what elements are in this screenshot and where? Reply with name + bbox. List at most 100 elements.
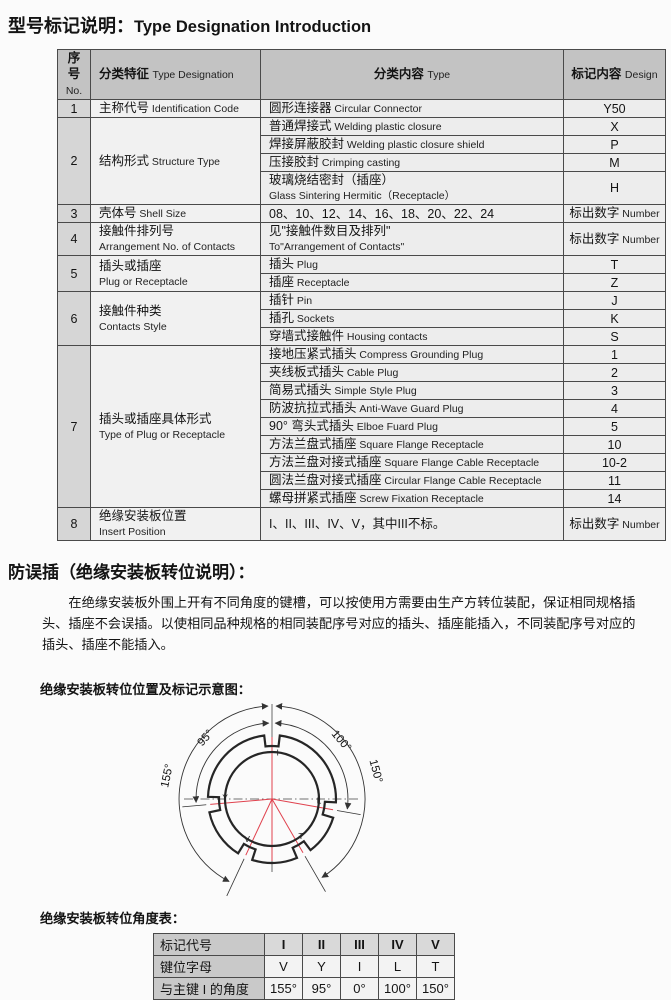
content-cell: 08、10、12、14、16、18、20、22、24 bbox=[260, 204, 564, 223]
content-cell: 圆法兰盘对接式插座 Circular Flange Cable Receptac… bbox=[260, 471, 564, 490]
angle-value-cell: V bbox=[416, 933, 455, 956]
feature-cell: 插头或插座具体形式 Type of Plug or Receptacle bbox=[90, 345, 261, 508]
table-row: 压接胶封 Crimping casting M bbox=[58, 153, 666, 172]
code-cell: Y50 bbox=[563, 99, 666, 118]
row-number-cell: 7 bbox=[57, 345, 91, 508]
table-row: 4 接触件排列号 Arrangement No. of Contacts 见"接触件数… bbox=[57, 222, 666, 256]
table-row: 2 结构形式 Structure Type 普通焊接式 Welding plasti… bbox=[57, 117, 666, 205]
code-cell: T bbox=[563, 255, 666, 274]
feature-cell: 主称代号 Identification Code bbox=[90, 99, 261, 118]
code-cell: K bbox=[563, 309, 666, 328]
content-cell: 穿墙式接触件 Housing contacts bbox=[260, 327, 564, 346]
dimension-arc bbox=[178, 703, 269, 882]
content-cell: 90° 弯头式插头 Elboe Fuard Plug bbox=[260, 417, 564, 436]
angle-value-cell: 155° bbox=[264, 977, 303, 1000]
table-row: 90° 弯头式插头 Elboe Fuard Plug 5 bbox=[58, 417, 666, 436]
table-row: 方法兰盘对接式插座 Square Flange Cable Receptacle… bbox=[58, 453, 666, 472]
angle-label: 100° bbox=[329, 728, 353, 754]
angle-table-row: 键位字母 V Y I L T bbox=[153, 955, 455, 978]
feature-cell: 接触件排列号 Arrangement No. of Contacts bbox=[90, 222, 261, 256]
code-cell: Z bbox=[563, 273, 666, 292]
content-cell: 插针 Pin bbox=[260, 291, 564, 310]
row-number-cell: 1 bbox=[57, 99, 91, 118]
feature-cell: 壳体号 Shell Size bbox=[90, 204, 261, 223]
angle-row-label: 与主键 I 的角度 bbox=[153, 977, 265, 1000]
table-row: 焊接屏蔽胶封 Welding plastic closure shield P bbox=[58, 135, 666, 154]
rotation-angle-table: 标记代号 I II III IV V 键位字母 V Y I L T 与主键 I 的角度 155° 95° 0°… bbox=[153, 933, 455, 1000]
angle-value-cell: I bbox=[340, 955, 379, 978]
code-cell: 2 bbox=[563, 363, 666, 382]
header-design: 标记内容 Design bbox=[563, 49, 666, 100]
code-cell: H bbox=[563, 171, 666, 205]
content-cell: 压接胶封 Crimping casting bbox=[260, 153, 564, 172]
dimension-extension-line bbox=[226, 858, 245, 897]
content-cell: 插头 Plug bbox=[260, 255, 564, 274]
row-number-cell: 3 bbox=[57, 204, 91, 223]
angle-label: 155° bbox=[159, 763, 176, 789]
content-cell: 玻璃烧结密封（插座） Glass Sintering Hermitic（Recep… bbox=[260, 171, 564, 205]
page-title-zh: 型号标记说明： bbox=[8, 16, 134, 36]
insulator-ring-outline bbox=[206, 734, 338, 865]
row-number-cell: 4 bbox=[57, 222, 91, 256]
angle-value-cell: T bbox=[416, 955, 455, 978]
keyway-diagram-svg: 95° 155° 100° 150° I Y V L T bbox=[159, 703, 384, 897]
dimension-arc bbox=[275, 703, 366, 878]
key-letter: Y bbox=[222, 792, 228, 802]
table-row: 6 接触件种类 Contacts Style 插针 Pin J bbox=[57, 291, 666, 346]
angle-value-cell: III bbox=[340, 933, 379, 956]
code-cell: P bbox=[563, 135, 666, 154]
table-row: 5 插头或插座 Plug or Receptacle 插头 Plug T bbox=[57, 255, 666, 292]
angle-value-cell: 95° bbox=[302, 977, 341, 1000]
angle-value-cell: V bbox=[264, 955, 303, 978]
key-index-line bbox=[271, 798, 334, 811]
content-cell: 圆形连接器 Circular Connector bbox=[260, 99, 564, 118]
key-letter: I bbox=[277, 747, 279, 757]
type-designation-table: 序号No. 分类特征 Type Designation 分类内容 Type 标记… bbox=[57, 49, 666, 541]
content-cell: 螺母拼紧式插座 Screw Fixation Receptacle bbox=[260, 489, 564, 508]
key-index-line bbox=[271, 798, 304, 853]
content-cell: 方法兰盘对接式插座 Square Flange Cable Receptacle bbox=[260, 453, 564, 472]
code-cell: 10-2 bbox=[563, 453, 666, 472]
header-no: 序号No. bbox=[57, 49, 91, 100]
code-cell: M bbox=[563, 153, 666, 172]
key-index-line bbox=[245, 798, 273, 856]
key-letter: T bbox=[298, 831, 303, 841]
diagram-caption: 绝缘安装板转位位置及标记示意图： bbox=[40, 682, 251, 697]
table-header-row: 序号No. 分类特征 Type Designation 分类内容 Type 标记… bbox=[57, 49, 666, 100]
angle-table-row: 与主键 I 的角度 155° 95° 0° 100° 150° bbox=[153, 977, 455, 1000]
table-row: 穿墙式接触件 Housing contacts S bbox=[58, 327, 666, 346]
code-cell: 4 bbox=[563, 399, 666, 418]
section-title: 防误插（绝缘安装板转位说明）： bbox=[8, 563, 255, 582]
content-cell: 普通焊接式 Welding plastic closure bbox=[260, 117, 564, 136]
table-row: 8 绝缘安装板位置 Insert Position I、II、III、IV、V，其中I… bbox=[57, 507, 666, 541]
code-cell: 标出数字 Number bbox=[563, 507, 666, 541]
content-cell: 插孔 Sockets bbox=[260, 309, 564, 328]
dimension-extension-line bbox=[182, 804, 207, 808]
angle-table-row: 标记代号 I II III IV V bbox=[153, 933, 455, 956]
content-cell: 插座 Receptacle bbox=[260, 273, 564, 292]
content-cell: 防波抗拉式插头 Anti-Wave Guard Plug bbox=[260, 399, 564, 418]
table-row: 3 壳体号 Shell Size 08、10、12、14、16、18、20、22、2… bbox=[57, 204, 666, 223]
inner-circle bbox=[223, 750, 321, 848]
table-row: 玻璃烧结密封（插座） Glass Sintering Hermitic（Recep… bbox=[58, 171, 666, 205]
content-cell: 接地压紧式插头 Compress Grounding Plug bbox=[260, 345, 564, 364]
row-number-cell: 8 bbox=[57, 507, 91, 541]
angle-value-cell: I bbox=[264, 933, 303, 956]
code-cell: X bbox=[563, 117, 666, 136]
key-index-line bbox=[210, 798, 273, 805]
angle-row-label: 键位字母 bbox=[153, 955, 265, 978]
dimension-extension-line bbox=[336, 810, 361, 816]
code-cell: 标出数字 Number bbox=[563, 204, 666, 223]
keyway-diagram: 95° 155° 100° 150° I Y V L T bbox=[146, 700, 416, 898]
code-cell: J bbox=[563, 291, 666, 310]
angle-value-cell: 100° bbox=[378, 977, 417, 1000]
angle-value-cell: 150° bbox=[416, 977, 455, 1000]
code-cell: 1 bbox=[563, 345, 666, 364]
dimension-extension-line bbox=[304, 855, 326, 892]
code-cell: 14 bbox=[563, 489, 666, 508]
table-row: 圆法兰盘对接式插座 Circular Flange Cable Receptac… bbox=[58, 471, 666, 490]
code-cell: 10 bbox=[563, 435, 666, 454]
angle-value-cell: L bbox=[378, 955, 417, 978]
content-cell: 焊接屏蔽胶封 Welding plastic closure shield bbox=[260, 135, 564, 154]
angle-value-cell: Y bbox=[302, 955, 341, 978]
